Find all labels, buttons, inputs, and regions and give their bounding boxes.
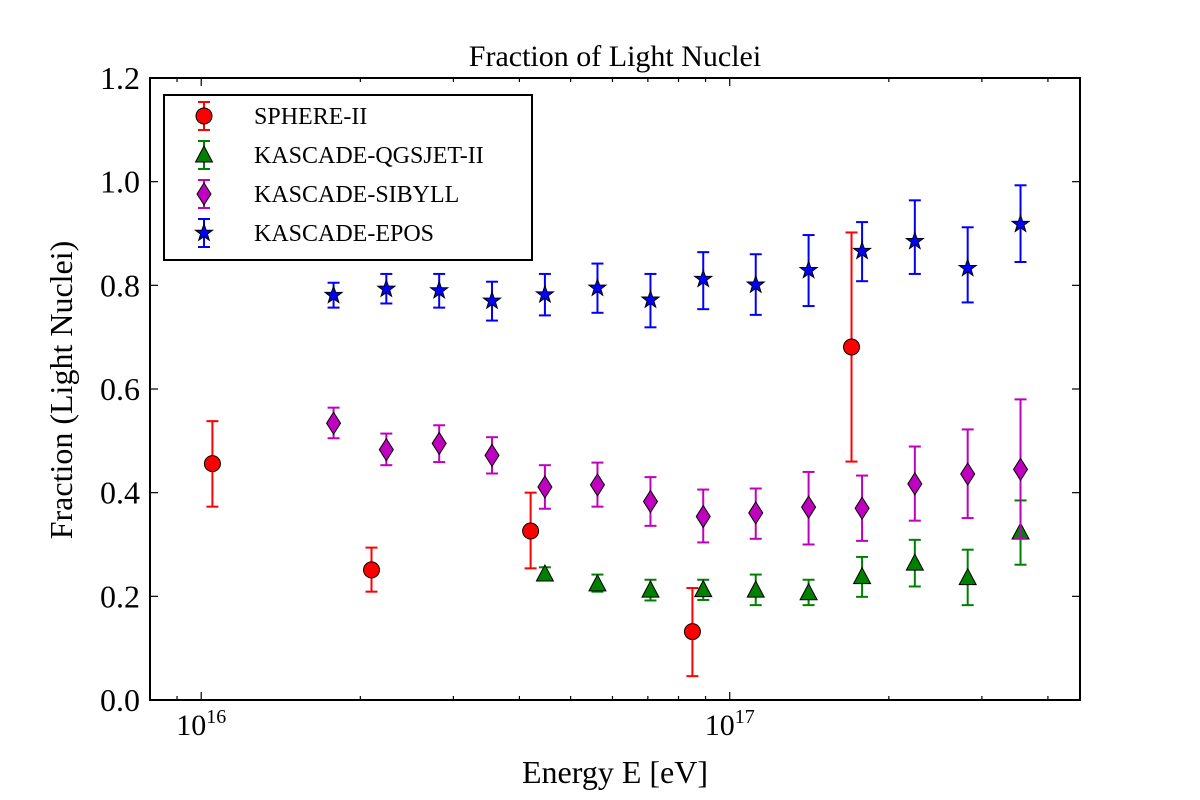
data-point <box>1010 213 1031 233</box>
data-point <box>800 495 817 520</box>
data-point <box>325 411 342 436</box>
axes: 0.0 0.2 0.4 0.6 0.8 1.0 1.2 1016 1017 <box>100 60 1081 742</box>
y-tick-label: 0.2 <box>100 578 140 614</box>
data-point <box>484 443 500 468</box>
data-point <box>745 274 766 294</box>
legend-marker <box>193 222 215 242</box>
data-point <box>429 279 450 300</box>
data-point <box>378 437 394 462</box>
legend-label: SPHERE-II <box>254 104 367 130</box>
y-axis-label: Fraction (Light Nuclei) <box>43 241 79 540</box>
series-kascade-epos <box>323 184 1031 329</box>
data-point <box>957 257 978 277</box>
legend-marker <box>195 107 213 125</box>
data-point <box>904 230 925 250</box>
data-point <box>693 579 713 598</box>
data-point <box>203 455 221 473</box>
data-point <box>695 504 711 529</box>
legend-marker <box>196 182 212 206</box>
legend-label: KASCADE-EPOS <box>254 221 434 247</box>
data-point <box>905 553 925 571</box>
data-point <box>588 573 607 592</box>
y-tick-label: 0.8 <box>100 267 140 303</box>
series-kascade-sibyll <box>325 398 1029 546</box>
series-kascade-qgsjet-ii <box>535 499 1030 607</box>
data-point <box>376 278 397 298</box>
data-point <box>522 522 540 540</box>
data-point <box>535 563 555 582</box>
data-point <box>746 580 766 598</box>
data-point <box>537 475 553 499</box>
data-point <box>907 471 923 496</box>
data-point <box>587 277 608 297</box>
data-point <box>960 462 976 486</box>
x-tick-label: 1017 <box>705 706 755 742</box>
legend-label: KASCADE-QGSJET-II <box>254 143 484 169</box>
data-point <box>431 431 447 456</box>
series-sphere-ii <box>203 231 861 678</box>
x-tick-label: 1016 <box>176 706 226 742</box>
y-tick-label: 0.6 <box>100 371 140 407</box>
data-point <box>799 582 818 601</box>
legend-marker <box>194 144 214 163</box>
legend-box <box>163 94 533 261</box>
data-point <box>852 240 873 260</box>
data-point <box>852 566 872 585</box>
data-point <box>482 290 503 310</box>
y-tick-label: 1.2 <box>100 60 140 96</box>
data-point <box>363 561 381 579</box>
data-point <box>958 567 978 586</box>
data-point <box>693 268 714 288</box>
y-tick-label: 1.0 <box>100 164 140 200</box>
data-point <box>323 284 344 304</box>
data-point <box>534 284 555 304</box>
data-point <box>683 623 701 641</box>
data-point <box>798 259 819 279</box>
x-axis-label: Energy E [eV] <box>522 754 708 790</box>
data-point <box>854 496 870 521</box>
data-point <box>589 472 606 497</box>
legend-label: KASCADE-SIBYLL <box>254 182 459 208</box>
legend: SPHERE-II KASCADE-QGSJET-II KASCADE-SIBYLL… <box>163 94 533 261</box>
plot-area <box>203 184 1031 678</box>
data-point <box>640 289 661 309</box>
data-point <box>642 489 659 514</box>
data-point <box>641 580 660 598</box>
chart-title: Fraction of Light Nuclei <box>469 40 761 73</box>
y-tick-label: 0.0 <box>100 682 140 718</box>
data-point <box>748 500 764 525</box>
y-tick-label: 0.4 <box>100 475 140 511</box>
data-point <box>843 338 861 356</box>
data-point <box>1012 457 1029 482</box>
